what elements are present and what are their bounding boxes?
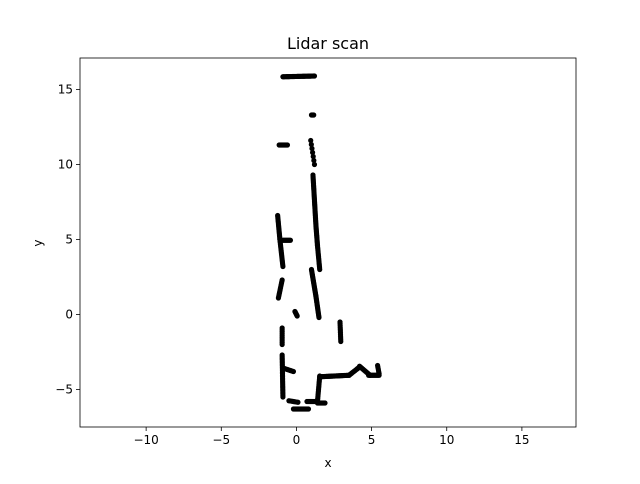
scatter-point bbox=[376, 371, 382, 377]
scatter-point bbox=[338, 338, 344, 345]
x-tick-label: 15 bbox=[514, 433, 529, 447]
y-tick-label: 15 bbox=[58, 83, 73, 97]
scatter-point bbox=[311, 157, 317, 164]
plot-area bbox=[80, 58, 576, 427]
scatter-point bbox=[308, 137, 314, 144]
scatter-points bbox=[275, 73, 382, 412]
plot-frame bbox=[79, 57, 577, 428]
scatter-point bbox=[294, 313, 300, 319]
scatter-point bbox=[275, 295, 281, 301]
scatter-point bbox=[310, 153, 316, 160]
scatter-point bbox=[309, 149, 316, 156]
scatter-point bbox=[317, 266, 323, 273]
scatter-point bbox=[284, 142, 291, 148]
y-axis-ticks: −5 0 5 10 15 bbox=[55, 83, 80, 397]
x-tick-label: 0 bbox=[293, 433, 301, 447]
y-tick-label: 0 bbox=[65, 308, 73, 322]
x-tick-label: 5 bbox=[368, 433, 376, 447]
scatter-point bbox=[308, 141, 314, 148]
scatter-point bbox=[305, 406, 312, 412]
scatter-point bbox=[295, 399, 301, 405]
scatter-point bbox=[322, 400, 328, 406]
chart-title: Lidar scan bbox=[287, 34, 369, 53]
x-tick-label: −10 bbox=[133, 433, 158, 447]
scatter-point bbox=[280, 394, 286, 400]
x-tick-label: −5 bbox=[212, 433, 230, 447]
scatter-point bbox=[290, 368, 297, 375]
scatter-point bbox=[311, 73, 318, 79]
y-tick-label: 5 bbox=[65, 233, 73, 247]
y-tick-label: 10 bbox=[58, 158, 73, 172]
x-axis-ticks: −10 −5 0 5 10 15 bbox=[133, 427, 530, 447]
scatter-point bbox=[280, 263, 286, 270]
scatter-point bbox=[279, 341, 285, 348]
x-axis-label: x bbox=[324, 456, 331, 470]
y-axis-label: y bbox=[31, 239, 45, 246]
y-tick-label: −5 bbox=[55, 383, 73, 397]
scatter-point bbox=[316, 314, 322, 321]
scatter-point bbox=[309, 145, 315, 152]
scatter-point bbox=[311, 112, 317, 118]
scatter-point bbox=[287, 237, 294, 243]
x-tick-label: 10 bbox=[439, 433, 454, 447]
scatter-point bbox=[311, 161, 318, 168]
